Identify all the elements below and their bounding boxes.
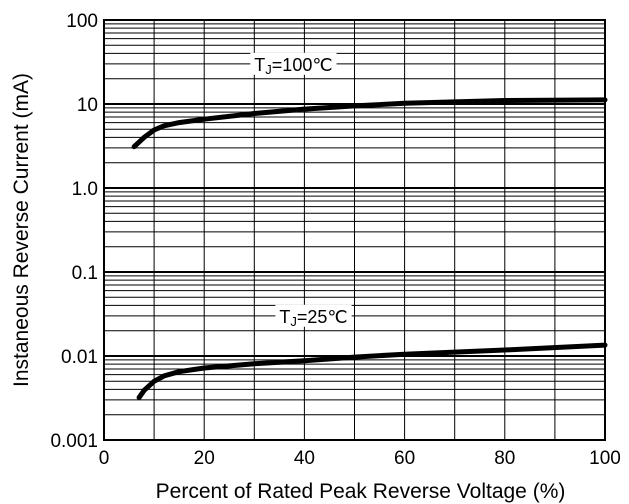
y-tick-label: 1.0 xyxy=(72,179,98,200)
series-label-subscript: J xyxy=(290,314,297,329)
x-tick-label: 20 xyxy=(194,448,215,469)
y-tick-label: 0.1 xyxy=(72,263,98,284)
series-line xyxy=(131,97,608,150)
series-label-background xyxy=(250,52,337,75)
y-tick-label: 0.001 xyxy=(50,431,98,452)
x-tick-label: 40 xyxy=(294,448,315,469)
series-annotations: TJ=100℃TJ=25℃ xyxy=(250,52,352,329)
x-tick-label: 100 xyxy=(589,448,621,469)
series-label: TJ=100℃ xyxy=(254,55,332,77)
series-lines xyxy=(131,97,608,401)
series-label-rest: =25℃ xyxy=(297,307,348,327)
series-label-subscript: J xyxy=(265,62,272,77)
series-line xyxy=(136,342,608,401)
y-axis-label: Instaneous Reverse Current (mA) xyxy=(10,73,33,387)
x-tick-label: 80 xyxy=(494,448,515,469)
series-label-background xyxy=(275,304,352,327)
series-label-main: T xyxy=(254,55,265,75)
x-tick-label: 60 xyxy=(394,448,415,469)
x-tick-label: 0 xyxy=(99,448,110,469)
y-tick-label: 10 xyxy=(77,95,98,116)
grid-lines xyxy=(103,19,606,441)
tick-labels: 0 20 40 60 80 100 100 10 1.0 0.1 0.01 0.001 xyxy=(50,11,620,469)
y-tick-label: 0.01 xyxy=(61,347,98,368)
y-tick-label: 100 xyxy=(66,11,98,32)
x-axis-label: Percent of Rated Peak Reverse Voltage (%… xyxy=(156,480,566,503)
series-label: TJ=25℃ xyxy=(279,307,347,329)
series-label-rest: =100℃ xyxy=(272,55,333,75)
series-label-main: T xyxy=(279,307,290,327)
plot-frame xyxy=(103,19,606,441)
